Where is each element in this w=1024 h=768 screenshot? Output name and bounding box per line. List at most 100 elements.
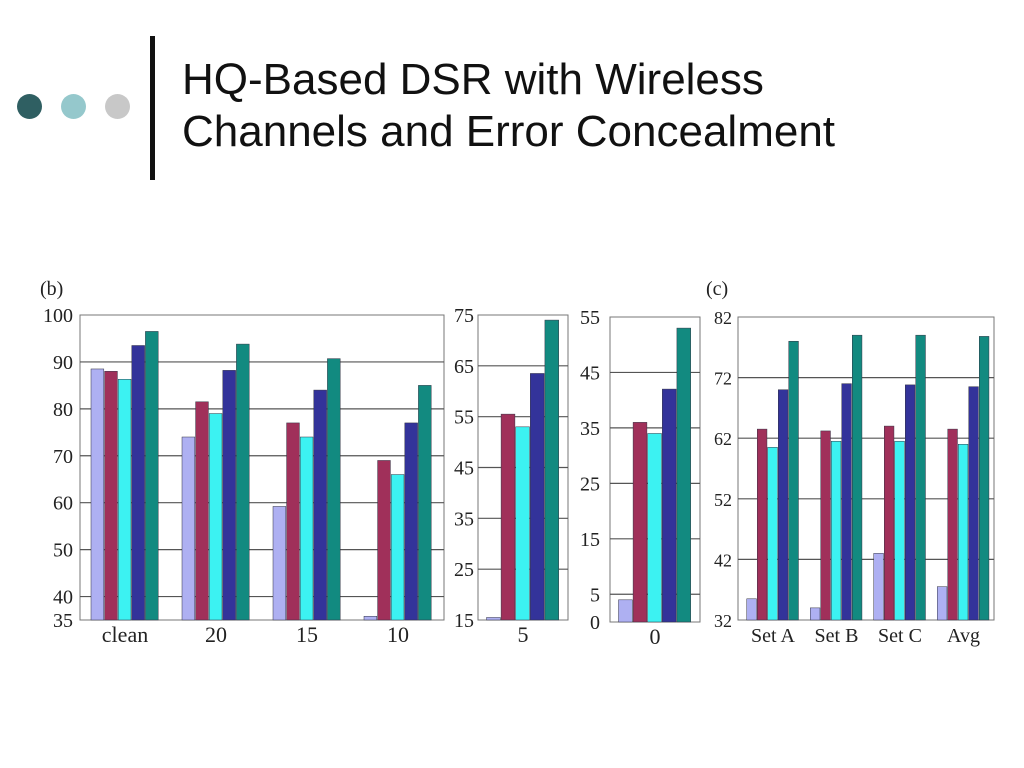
slide-title: HQ-Based DSR with Wireless Channels and … [182, 54, 835, 158]
x-tick-label: 20 [205, 622, 227, 647]
y-tick-label: 45 [454, 458, 474, 480]
bar-10-series-1 [363, 615, 378, 621]
bar-15-series-2 [286, 422, 300, 621]
bar-0-series-2 [632, 422, 648, 623]
x-tick-label: clean [102, 622, 148, 647]
bar-set-c-series-1 [873, 553, 884, 621]
bar-set-a-series-1 [746, 598, 757, 621]
y-tick-label: 60 [53, 493, 73, 515]
x-tick-label: Set A [751, 625, 795, 647]
bar-0-series-1 [618, 599, 633, 623]
x-tick-label: Avg [947, 625, 980, 647]
y-tick-label: 40 [53, 587, 73, 609]
y-tick-label: 62 [714, 429, 732, 449]
bar-20-series-2 [195, 401, 209, 621]
bar-5-series-1 [486, 617, 501, 621]
bar-10-series-5 [418, 385, 432, 621]
y-tick-label: 82 [714, 308, 732, 328]
bar-set-a-series-3 [767, 447, 778, 621]
panel-label: (b) [40, 278, 63, 300]
y-tick-label: 35 [454, 508, 474, 530]
bar-clean-series-5 [145, 331, 159, 621]
bar-set-a-series-4 [778, 389, 789, 621]
bar-5-series-5 [544, 319, 559, 621]
bar-clean-series-3 [117, 379, 132, 621]
x-tick-label: Set C [878, 625, 922, 647]
bar-5-series-3 [515, 426, 530, 621]
y-tick-label: 32 [714, 611, 732, 631]
bar-0-series-3 [647, 433, 662, 623]
bar-15-series-1 [272, 506, 287, 621]
bar-set-a-series-2 [757, 428, 768, 621]
bar-set-b-series-1 [810, 607, 821, 621]
bar-avg-series-2 [947, 428, 958, 621]
bar-5-series-4 [530, 373, 545, 621]
bar-0-series-5 [676, 327, 691, 623]
y-tick-label: 5 [590, 584, 600, 606]
y-tick-label: 80 [53, 399, 73, 421]
bar-avg-series-3 [958, 444, 969, 621]
bar-20-series-4 [222, 370, 236, 621]
y-tick-label: 45 [580, 362, 600, 384]
panel-label: (c) [706, 278, 728, 300]
bar-avg-series-4 [968, 386, 979, 621]
bar-set-b-series-2 [820, 430, 831, 621]
decor-dot-dark [17, 94, 42, 119]
y-tick-label: 55 [454, 407, 474, 429]
y-tick-label: 15 [454, 610, 474, 632]
chart-panel-3: 0 5 15 25 35 45 55 0 [580, 307, 701, 649]
y-tick-label: 25 [454, 559, 474, 581]
y-tick-label: 90 [53, 352, 73, 374]
x-tick-label: 5 [518, 622, 529, 647]
decor-dot-light [61, 94, 86, 119]
y-tick-label: 75 [454, 305, 474, 327]
bar-set-c-series-2 [884, 425, 895, 621]
y-tick-label: 35 [580, 418, 600, 440]
y-tick-label: 72 [714, 369, 732, 389]
y-tick-label: 65 [454, 356, 474, 378]
bar-5-series-2 [500, 413, 516, 621]
chart-panel-2: 15 25 35 45 55 65 75 5 [454, 305, 569, 647]
bar-set-c-series-3 [894, 440, 905, 621]
bar-10-series-3 [390, 474, 405, 621]
bar-20-series-5 [236, 343, 250, 621]
x-tick-label: 0 [650, 624, 661, 649]
x-tick-label: 15 [296, 622, 318, 647]
y-tick-label: 42 [714, 550, 732, 570]
bar-set-b-series-4 [841, 383, 852, 621]
y-tick-label: 70 [53, 446, 73, 468]
y-tick-label: 100 [43, 305, 73, 327]
bar-20-series-3 [208, 413, 223, 621]
y-tick-label: 35 [53, 610, 73, 632]
title-divider [150, 36, 155, 180]
bar-10-series-2 [377, 460, 391, 621]
bar-15-series-5 [327, 358, 341, 621]
bar-avg-series-1 [937, 586, 948, 621]
bar-15-series-4 [313, 389, 327, 621]
decor-dot-grey [105, 94, 130, 119]
x-tick-label: Set B [815, 625, 859, 647]
bar-clean-series-2 [104, 371, 118, 621]
bar-20-series-1 [181, 436, 196, 621]
bar-set-a-series-5 [788, 340, 799, 621]
bar-avg-series-5 [979, 336, 990, 621]
bar-clean-series-1 [90, 368, 105, 621]
y-tick-label: 52 [714, 490, 732, 510]
y-tick-label: 0 [590, 612, 600, 634]
slide-title-line2: Channels and Error Concealment [182, 107, 836, 156]
bar-clean-series-4 [131, 345, 145, 621]
x-tick-label: 10 [387, 622, 409, 647]
bar-15-series-3 [299, 436, 314, 621]
y-tick-label: 25 [580, 473, 600, 495]
bar-10-series-4 [404, 422, 418, 621]
y-tick-label: 50 [53, 540, 73, 562]
y-tick-label: 55 [580, 307, 600, 329]
bar-set-c-series-5 [915, 334, 926, 621]
bar-0-series-4 [662, 388, 677, 623]
bar-set-c-series-4 [905, 384, 916, 621]
y-tick-label: 15 [580, 529, 600, 551]
chart-panel-4: 32 42 52 62 72 82 (c) Set A Set B Set C Avg [706, 278, 995, 647]
bar-set-b-series-3 [831, 440, 842, 621]
